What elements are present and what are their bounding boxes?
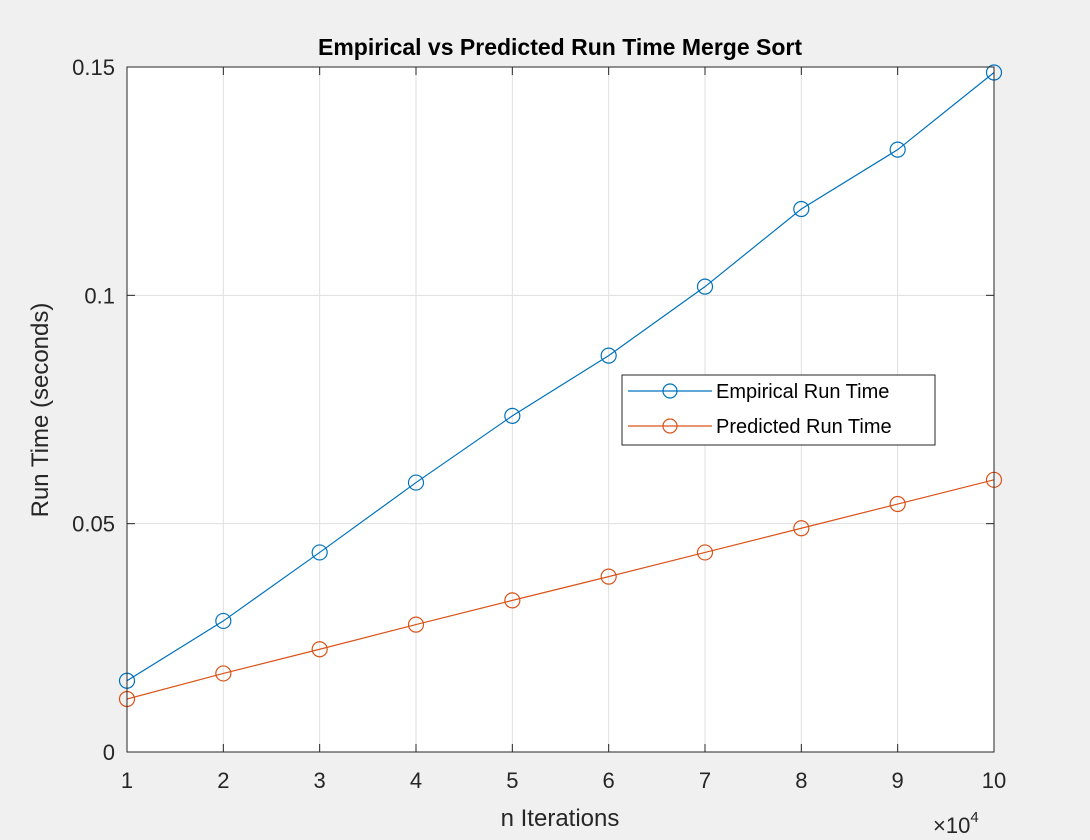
x-tick-label: 7	[699, 768, 711, 793]
x-exponent-power: 4	[970, 809, 978, 826]
legend: Empirical Run Time Predicted Run Time	[621, 374, 936, 446]
series-0-point	[504, 407, 521, 424]
y-tick-label: 0.15	[72, 55, 115, 80]
x-tick-label: 3	[314, 768, 326, 793]
series-0-point	[696, 278, 714, 295]
series-1-point	[215, 665, 232, 682]
series-0-point	[600, 347, 617, 364]
tick-labels: 1 2 3 4 5 6 7 8 9 10 0 0.05 0.1 0.15	[72, 55, 1006, 793]
x-exponent-label: ×104	[933, 809, 979, 838]
y-tick-label: 0	[103, 740, 115, 765]
series-1-point	[696, 544, 714, 561]
axes-box	[126, 66, 995, 753]
y-axis-label: Run Time (seconds)	[27, 303, 54, 518]
series-1-point	[504, 592, 521, 609]
series-0-point	[311, 544, 328, 561]
series-layer	[118, 64, 1003, 708]
series-line-1	[126, 479, 995, 700]
x-tick-label: 8	[795, 768, 807, 793]
series-1-point	[600, 568, 617, 585]
x-tick-label: 6	[603, 768, 615, 793]
y-tick-label: 0.05	[72, 512, 115, 537]
legend-marker-predicted	[662, 418, 678, 434]
series-0-point	[407, 474, 425, 491]
legend-box	[621, 374, 936, 446]
series-0-point	[793, 200, 810, 218]
series-1-point	[889, 495, 906, 513]
series-line-0	[126, 72, 995, 682]
tick-marks	[126, 66, 995, 753]
x-tick-label: 1	[121, 768, 133, 793]
series-0-point	[889, 141, 906, 158]
legend-label-empirical: Empirical Run Time	[716, 381, 889, 403]
x-tick-label: 5	[506, 768, 518, 793]
series-0-point	[215, 612, 232, 630]
x-tick-label: 9	[892, 768, 904, 793]
x-tick-label: 4	[410, 768, 422, 793]
legend-label-predicted: Predicted Run Time	[716, 416, 892, 438]
legend-marker-empirical	[662, 383, 678, 399]
x-tick-label: 10	[982, 768, 1006, 793]
series-1-point	[407, 616, 425, 633]
x-tick-label: 2	[217, 768, 229, 793]
x-axis-label: n Iterations	[501, 805, 620, 832]
x-exponent-base: ×10	[933, 813, 970, 838]
series-1-point	[311, 641, 328, 658]
series-1-point	[793, 520, 810, 537]
chart-title: Empirical vs Predicted Run Time Merge So…	[318, 34, 802, 60]
y-tick-label: 0.1	[84, 283, 115, 308]
